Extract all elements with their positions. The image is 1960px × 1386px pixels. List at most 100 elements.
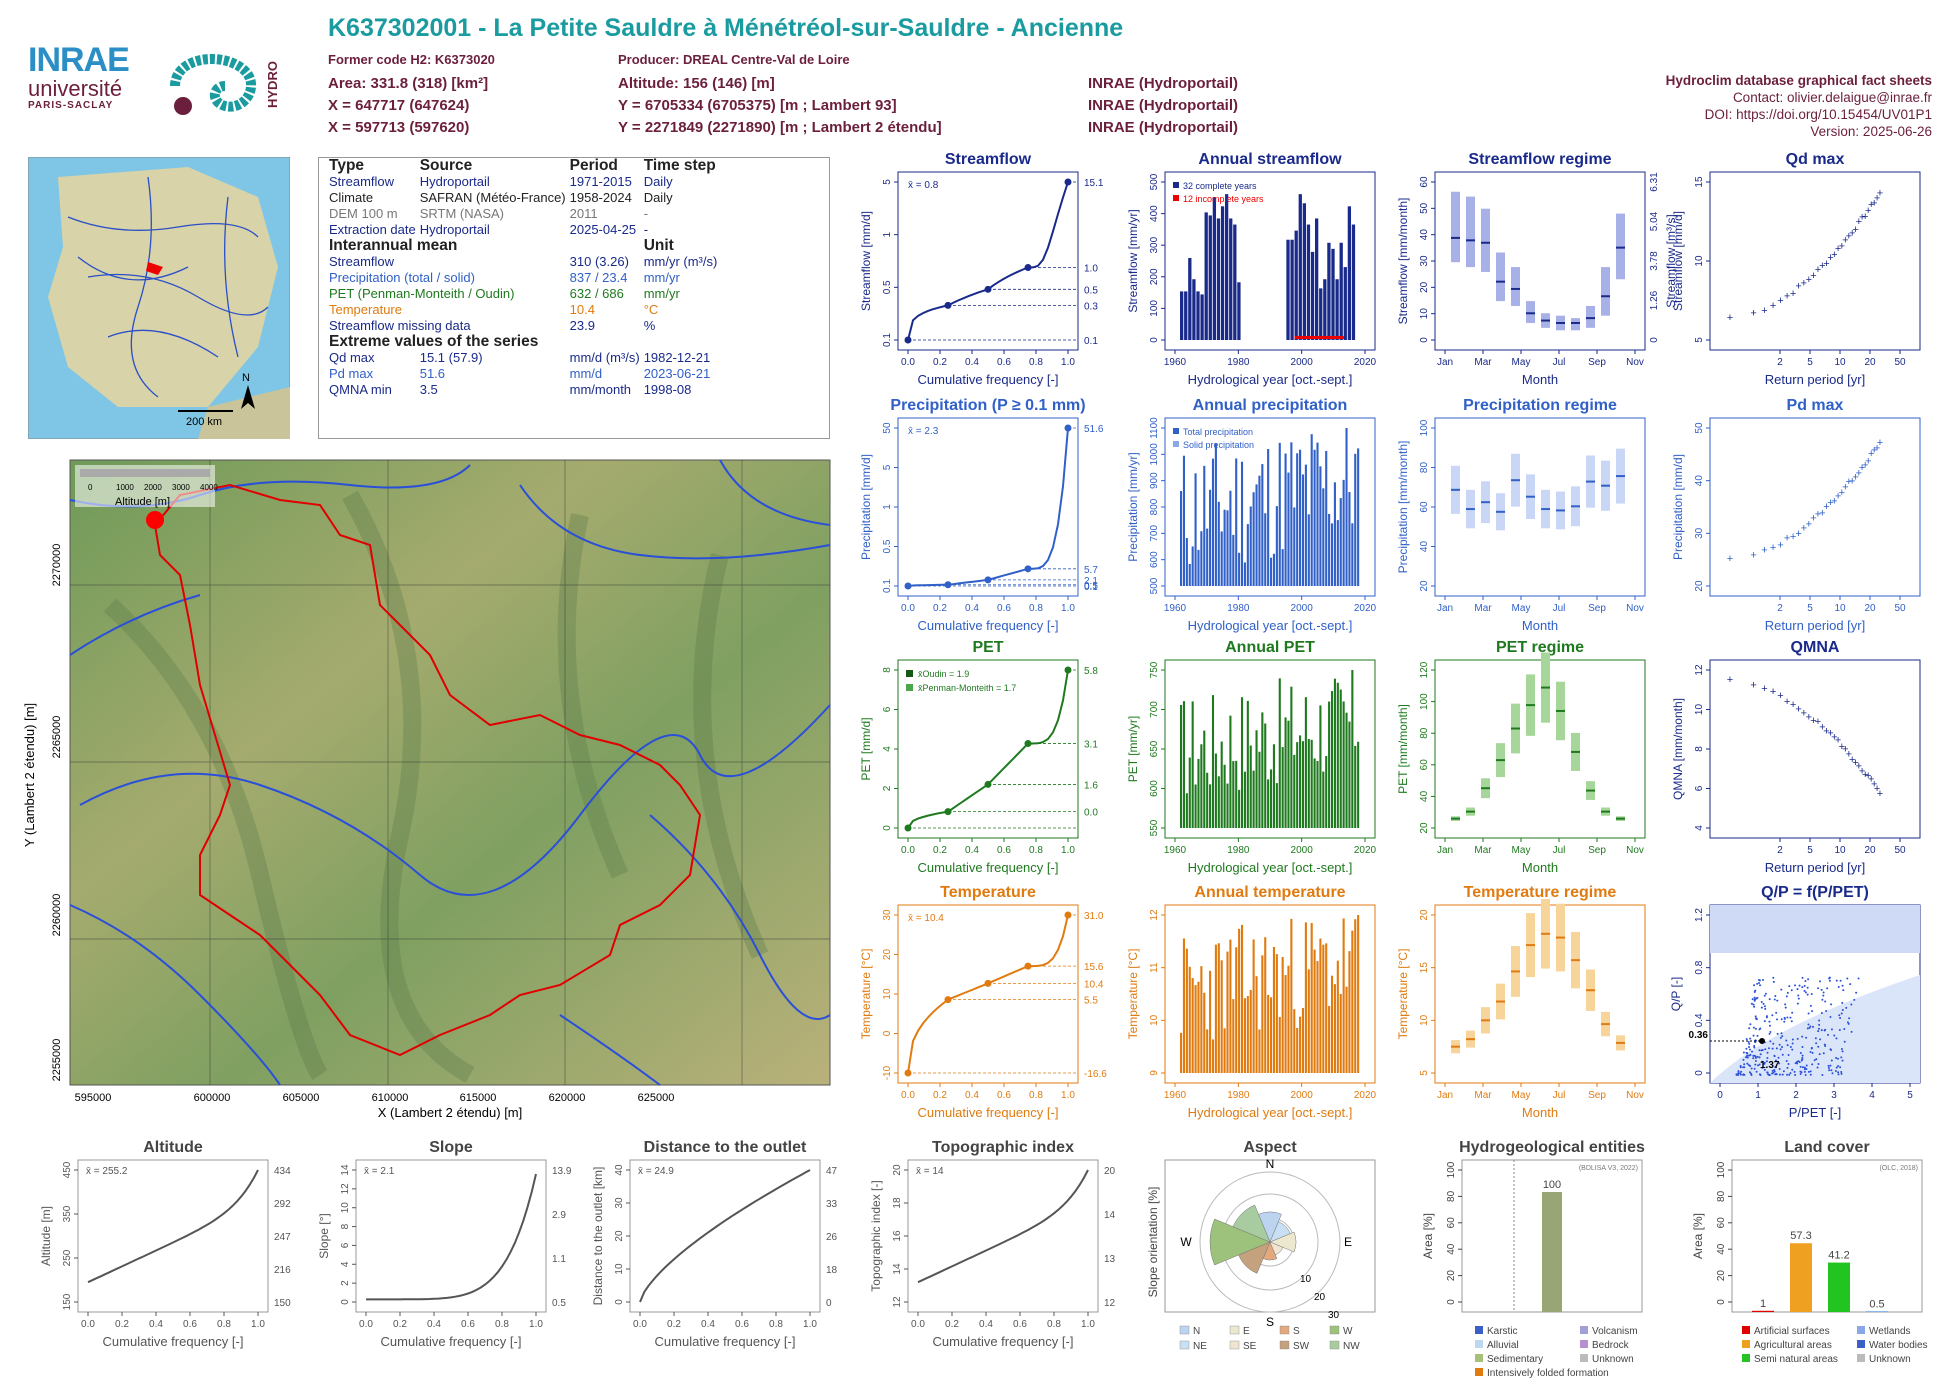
regime-box: [1466, 196, 1475, 268]
legend-swatch: [1580, 1340, 1588, 1348]
info-line-1: Hydroclim database graphical fact sheets: [1665, 73, 1932, 88]
row-type: DEM 100 m: [329, 206, 398, 221]
y-tick-label: 650: [1149, 740, 1160, 757]
qp-point: [1748, 1045, 1751, 1048]
y-axis-label: Precipitation [mm/month]: [1396, 441, 1410, 574]
annual-bar: [1255, 976, 1258, 1073]
x-tick-label: 2020: [1354, 1090, 1377, 1101]
annual-bar: [1197, 758, 1200, 828]
annual-bar: [1290, 918, 1293, 1073]
quantile-label: -16.6: [1084, 1069, 1107, 1080]
legend-label: W: [1343, 1326, 1353, 1337]
location-minimap: 200 km N: [28, 157, 290, 439]
quantile-label: 0.5: [552, 1298, 566, 1309]
y-tick-label: 100: [1419, 419, 1430, 436]
qp-point: [1776, 999, 1779, 1002]
legend-swatch: [1179, 1325, 1190, 1335]
y-tick-label: 50: [1694, 422, 1705, 434]
y-axis-label: Precipitation [mm/yr]: [1126, 452, 1140, 561]
cumulative-curve: [907, 914, 1069, 1074]
annual-bar: [1249, 506, 1252, 586]
legend-label: S: [1293, 1326, 1300, 1337]
qp-point: [1773, 1070, 1776, 1073]
y-tick-label: 12: [1149, 909, 1160, 921]
annual-bar: [1278, 678, 1281, 828]
annual-bar: [1182, 938, 1186, 1073]
qp-point: [1748, 1027, 1751, 1030]
x-tick-label: 1.0: [1061, 357, 1075, 368]
return-period-point: +: [1823, 726, 1829, 738]
annual-bar: [1212, 197, 1217, 340]
y-tick-label: 250: [62, 1249, 73, 1266]
legend-label: Solid precipitation: [1183, 440, 1254, 450]
quantile-label: 15.1: [1084, 178, 1104, 189]
qp-point: [1838, 1028, 1841, 1031]
summary-table: Type Source Period Time step Streamflow Hydr…: [318, 157, 830, 439]
qp-point: [1830, 1059, 1833, 1062]
annual-bar: [1330, 523, 1334, 586]
quantile-label: 0: [826, 1298, 832, 1309]
qp-point: [1748, 1054, 1751, 1057]
qp-point: [1823, 1029, 1826, 1032]
x-tick-label: 1.0: [1081, 1319, 1095, 1330]
return-period-point: +: [1856, 468, 1862, 480]
qp-point: [1840, 1048, 1843, 1051]
qp-point: [1803, 989, 1806, 992]
qp-point: [1785, 1039, 1788, 1042]
x-tick-label: Mar: [1474, 845, 1492, 856]
legend-label: NW: [1343, 1341, 1360, 1352]
regime-box: [1601, 267, 1610, 316]
area-bar: [1752, 1310, 1774, 1312]
qp-point: [1749, 1023, 1752, 1026]
annual-bar: [1229, 218, 1233, 340]
annual-bar: [1345, 986, 1348, 1073]
y-tick-label: 60: [1419, 176, 1430, 188]
legend-label: Wetlands: [1869, 1326, 1911, 1337]
qp-point: [1786, 1044, 1789, 1047]
annual-bar: [1284, 717, 1287, 828]
qp-point: [1784, 1003, 1787, 1006]
y-tick-label: 1100: [1149, 417, 1160, 439]
altitude-legend-tick: 3000: [172, 483, 190, 492]
quantile-label: 1.0: [1084, 263, 1098, 274]
y-tick-label: 0.1: [882, 579, 893, 593]
x-axis-label: Cumulative frequency [-]: [918, 618, 1059, 633]
y-tick-label: 0.4: [1694, 1013, 1705, 1027]
plot-frame: [629, 1159, 821, 1313]
qp-point: [1775, 1018, 1778, 1021]
aspect-cardinal-label: S: [1266, 1315, 1274, 1329]
quantile-label: 434: [274, 1166, 291, 1177]
universite-text: université: [28, 76, 123, 101]
x-tick-label: 0.6: [997, 603, 1011, 614]
qp-point: [1772, 980, 1775, 983]
annual-bar: [1252, 770, 1255, 828]
qp-point: [1825, 1009, 1828, 1012]
annual-bar: [1220, 960, 1223, 1073]
qp-point: [1842, 989, 1845, 992]
annual-bar: [1200, 966, 1203, 1073]
regime-box: [1616, 213, 1625, 280]
quantile-label: 33: [826, 1199, 838, 1210]
info-line-2: Contact: olivier.delaigue@inrae.fr: [1732, 90, 1932, 105]
annual-bar: [1238, 789, 1241, 828]
x-tick-label: 0.2: [945, 1319, 959, 1330]
return-period-point: +: [1868, 199, 1874, 211]
qp-point: [1763, 1068, 1766, 1071]
qp-point: [1748, 1048, 1751, 1051]
y-axis-label: PET [mm/yr]: [1126, 716, 1140, 782]
annual-bar: [1211, 695, 1215, 828]
x-axis-label: P/PET [-]: [1789, 1105, 1842, 1120]
quantile-label: 14: [1104, 1210, 1116, 1221]
map-y-tick: 2260000: [51, 894, 63, 937]
cumulative-curve: [907, 427, 1069, 587]
x-tick-label: 5: [1807, 357, 1813, 368]
x-tick-label: 2020: [1354, 603, 1377, 614]
qp-point: [1763, 1020, 1766, 1023]
legend-swatch: [1475, 1340, 1483, 1348]
return-period-point: +: [1790, 531, 1796, 543]
legend-label: NE: [1193, 1341, 1207, 1352]
qp-point: [1777, 1056, 1780, 1059]
annual-bar: [1322, 944, 1325, 1073]
right-y-tick-label: 3.78: [1649, 251, 1660, 271]
legend-swatch: [1229, 1340, 1240, 1350]
